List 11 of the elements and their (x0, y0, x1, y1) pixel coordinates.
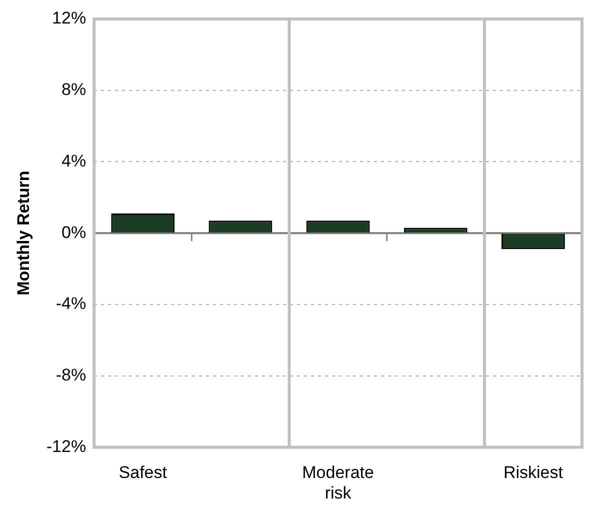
y-axis-title: Monthly Return (14, 170, 33, 296)
x-tick-label: Riskiest (503, 463, 564, 482)
y-tick-label: -4% (56, 294, 86, 314)
y-tick-label: -12% (46, 436, 86, 456)
x-tick-label: Safest (118, 463, 168, 482)
x-tick-label: Moderate risk (302, 463, 374, 502)
y-tick-label: 8% (62, 80, 86, 100)
y-tick-label: -8% (56, 366, 86, 385)
y-tick-label: 0% (62, 222, 86, 242)
y-tick-label: 4% (62, 151, 86, 170)
y-tick-label: 12% (52, 8, 86, 28)
